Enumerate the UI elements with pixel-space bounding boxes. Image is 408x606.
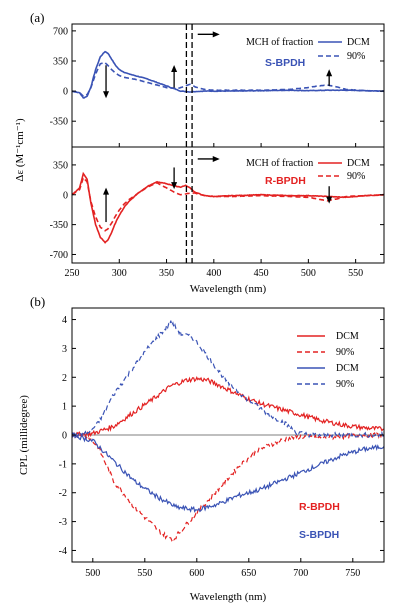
ytick-label: -4 [59,546,67,557]
ytick-label: -350 [50,117,68,128]
legend-title-top: MCH of fraction [246,37,313,48]
ytick-label: -3 [59,517,67,528]
compound-label-bottom: R-BPDH [265,175,306,187]
panel-a: (a) 700 350 0 -350 350 0 -350 -700 250 300 350 40… [14,10,384,295]
ytick-label: 700 [53,26,68,37]
panel-a-top-legend: MCH of fraction DCM 90% S-BPDH [246,37,370,69]
xtick-label: 650 [241,568,256,579]
cpl-series-1 [72,433,384,541]
legend-label-top-dcm: DCM [347,37,370,48]
xtick-label: 600 [189,568,204,579]
panel-a-bottom-legend: MCH of fraction DCM 90% R-BPDH [246,158,370,187]
xtick-label: 450 [254,268,269,279]
xtick-label: 550 [137,568,152,579]
panel-b-xlabel: Wavelength (nm) [190,591,267,603]
xtick-label: 250 [65,268,80,279]
panel-a-label: (a) [30,10,44,25]
xtick-label: 400 [206,268,221,279]
compound-label-r: R-BPDH [299,501,340,513]
panel-b: (b) 4 3 2 1 0 -1 -2 -3 -4 500 550 600 650 700 750 DCM… [18,294,384,603]
panel-a-bottom-series [72,174,384,243]
arrow-head [103,91,109,98]
compound-label-top: S-BPDH [265,57,305,69]
arrow-head [171,65,177,72]
legend-label-bottom-dcm: DCM [347,158,370,169]
arrow-head [103,188,109,195]
ytick-label: -700 [50,250,68,261]
xtick-label: 500 [301,268,316,279]
panel-a-bottom-yticks: 350 0 -350 -700 [50,160,384,261]
xtick-label: 700 [293,568,308,579]
xtick-label: 300 [112,268,127,279]
panel-a-top-series [72,52,384,98]
xtick-label: 750 [345,568,360,579]
ytick-label: -2 [59,488,67,499]
ytick-label: 350 [53,160,68,171]
ytick-label: 2 [62,373,67,384]
panel-b-legend: DCM 90% DCM 90% [297,331,359,390]
panel-b-xticks: 500 550 600 650 700 750 [85,558,360,579]
legend-b-label-blue-dcm: DCM [336,363,359,374]
ytick-label: 350 [53,56,68,67]
arrow-head [326,69,332,76]
panel-a-xlabel: Wavelength (nm) [190,283,267,295]
ytick-label: 0 [63,87,68,98]
legend-b-label-red-90: 90% [336,347,354,358]
series-bottom-1 [72,178,384,231]
legend-b-label-blue-90: 90% [336,379,354,390]
ytick-label: -350 [50,220,68,231]
panel-b-ylabel: CPL (millidegree) [18,395,30,475]
ytick-label: 4 [62,315,67,326]
arrow-right-head [213,31,220,37]
series-bottom-0 [72,174,384,243]
legend-b-label-red-dcm: DCM [336,331,359,342]
ytick-label: -1 [59,459,67,470]
xtick-label: 350 [159,268,174,279]
xtick-label: 500 [85,568,100,579]
panel-b-label: (b) [30,294,45,309]
ytick-label: 3 [62,344,67,355]
cpl-series-2 [72,433,384,511]
panel-a-vlines [186,24,192,263]
legend-label-bottom-90: 90% [347,171,365,182]
panel-a-ylabel: Δε (M⁻¹cm⁻¹) [14,118,26,182]
compound-label-s: S-BPDH [299,529,339,541]
ytick-label: 0 [62,431,67,442]
ytick-label: 1 [62,402,67,413]
legend-title-bottom: MCH of fraction [246,158,313,169]
xtick-label: 550 [348,268,363,279]
panel-a-bottom-frame [72,147,384,263]
legend-label-top-90: 90% [347,51,365,62]
arrow-right-head [213,156,220,162]
ytick-label: 0 [63,190,68,201]
panel-a-plot: 700 350 0 -350 350 0 -350 -700 250 300 350 400 450… [50,24,384,279]
